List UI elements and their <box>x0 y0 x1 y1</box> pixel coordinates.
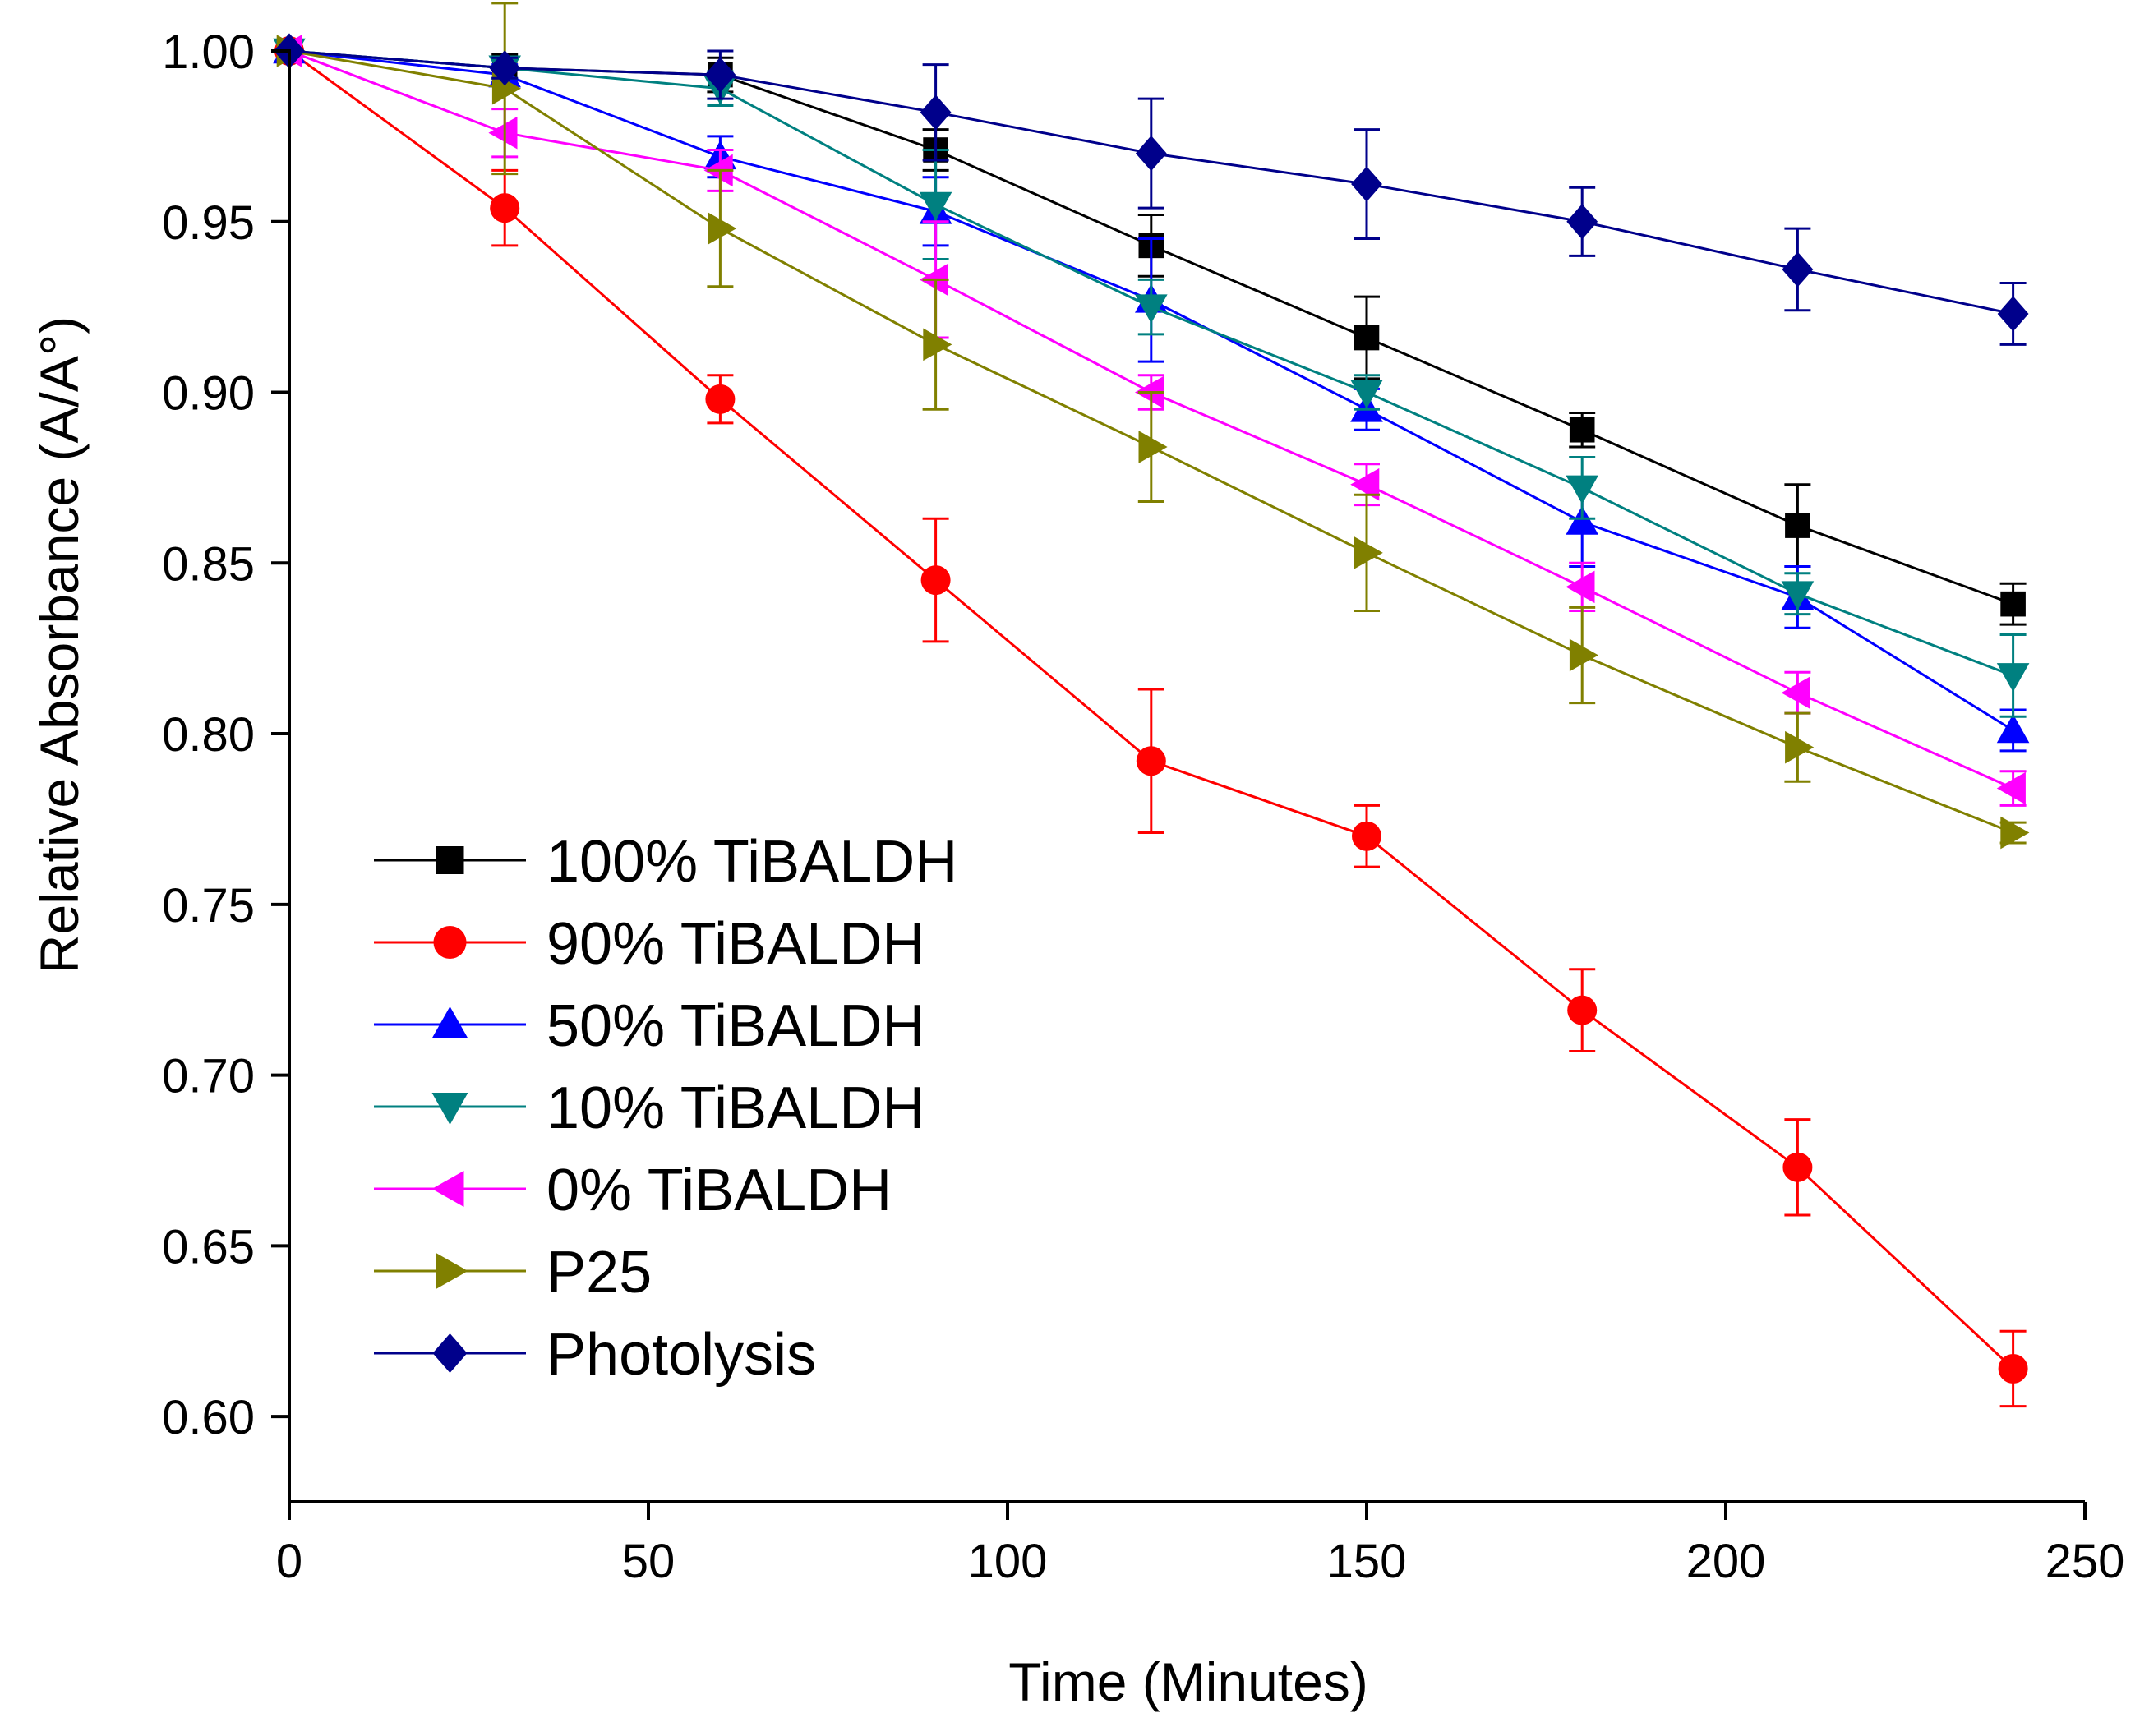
legend-marker <box>431 1171 464 1207</box>
data-point-p25 <box>2000 816 2030 850</box>
legend-label: 10% TiBALDH <box>546 1075 925 1141</box>
axes-layer: 0 50 100 150 200 250 0.60 0.65 0.70 0.75 0.80 0.85… <box>162 25 2124 1588</box>
data-point-0-tibaldh <box>1781 676 1810 709</box>
data-point-0-tibaldh <box>488 116 518 150</box>
legend-entry-photolysis: Photolysis <box>374 1322 816 1388</box>
series-90-tibaldh <box>274 36 2028 1408</box>
data-point-10-tibaldh <box>1566 475 1598 504</box>
data-point-10-tibaldh <box>1781 581 1815 610</box>
data-point-100-tibaldh <box>1785 513 1810 538</box>
data-point-photolysis <box>1782 251 1814 288</box>
series-layer <box>273 2 2030 1408</box>
data-point-p25 <box>708 212 737 245</box>
data-point-10-tibaldh <box>1135 294 1168 324</box>
data-point-100-tibaldh <box>1569 417 1595 443</box>
y-tick-label: 0.65 <box>162 1220 255 1273</box>
y-tick-label: 0.80 <box>162 708 255 762</box>
data-point-50-tibaldh <box>1566 505 1598 535</box>
data-point-photolysis <box>1566 204 1598 240</box>
data-point-90-tibaldh <box>705 384 736 414</box>
data-point-p25 <box>491 71 521 105</box>
data-point-90-tibaldh <box>490 193 520 223</box>
x-tick-label: 150 <box>1327 1535 1407 1588</box>
data-point-p25 <box>1785 730 1815 764</box>
data-point-photolysis <box>1997 296 2029 332</box>
y-tick-label: 0.60 <box>162 1391 255 1444</box>
y-ticks: 0.60 0.65 0.70 0.75 0.80 0.85 0.90 0.95 1.00 <box>162 25 289 1444</box>
legend-entry-90-tibaldh: 90% TiBALDH <box>374 911 925 977</box>
legend-entry-p25: P25 <box>374 1240 652 1305</box>
legend-entry-100-tibaldh: 100% TiBALDH <box>374 829 957 895</box>
legend: 100% TiBALDH 90% TiBALDH 50% TiBALDH 10% Ti… <box>374 829 957 1388</box>
legend-label: 0% TiBALDH <box>546 1158 892 1223</box>
y-tick-label: 0.70 <box>162 1050 255 1103</box>
data-point-90-tibaldh <box>920 565 951 596</box>
data-point-10-tibaldh <box>1996 663 2030 693</box>
data-point-100-tibaldh <box>2000 591 2026 617</box>
legend-marker <box>433 926 467 959</box>
x-tick-label: 200 <box>1686 1535 1766 1588</box>
data-point-0-tibaldh <box>1996 771 2026 805</box>
data-point-0-tibaldh <box>1566 570 1595 604</box>
data-point-90-tibaldh <box>1782 1152 1813 1182</box>
y-axis-title: Relative Absorbance (A/A°) <box>29 316 90 974</box>
x-tick-label: 100 <box>968 1535 1048 1588</box>
y-tick-label: 0.85 <box>162 537 255 591</box>
data-point-photolysis <box>1351 166 1382 202</box>
x-tick-label: 0 <box>276 1535 302 1588</box>
plot-area: 0 50 100 150 200 250 0.60 0.65 0.70 0.75 0.80 0.85… <box>162 2 2124 1588</box>
data-point-photolysis <box>920 94 952 131</box>
legend-marker <box>436 1253 468 1289</box>
legend-marker <box>436 846 464 874</box>
x-tick-label: 250 <box>2045 1535 2125 1588</box>
legend-entry-50-tibaldh: 50% TiBALDH <box>374 993 925 1059</box>
data-point-50-tibaldh <box>1996 714 2030 744</box>
legend-label: P25 <box>546 1240 652 1305</box>
data-point-100-tibaldh <box>1354 325 1380 351</box>
data-point-photolysis <box>489 50 521 86</box>
x-axis-title: Time (Minutes) <box>1008 1651 1368 1712</box>
data-point-p25 <box>923 328 952 361</box>
data-point-p25 <box>1354 536 1383 569</box>
data-point-0-tibaldh <box>1350 467 1380 501</box>
data-point-photolysis <box>704 57 736 93</box>
data-point-10-tibaldh <box>1350 380 1383 409</box>
y-tick-label: 0.90 <box>162 367 255 421</box>
legend-label: 50% TiBALDH <box>546 993 925 1059</box>
data-point-photolysis <box>1135 136 1167 172</box>
data-point-90-tibaldh <box>1998 1353 2028 1384</box>
data-point-p25 <box>1569 638 1598 672</box>
x-tick-label: 50 <box>622 1535 676 1588</box>
series-p25 <box>276 2 2030 850</box>
data-point-10-tibaldh <box>919 191 952 221</box>
y-tick-label: 0.95 <box>162 196 255 250</box>
data-point-p25 <box>1138 431 1168 463</box>
legend-entry-10-tibaldh: 10% TiBALDH <box>374 1075 925 1141</box>
legend-label: 90% TiBALDH <box>546 911 925 977</box>
legend-marker <box>432 1333 468 1373</box>
x-ticks: 0 50 100 150 200 250 <box>276 1502 2125 1588</box>
data-point-90-tibaldh <box>1567 995 1598 1025</box>
legend-label: 100% TiBALDH <box>546 829 957 895</box>
data-point-90-tibaldh <box>1136 746 1166 776</box>
y-tick-label: 0.75 <box>162 879 255 932</box>
legend-marker <box>431 1006 468 1038</box>
y-tick-label: 1.00 <box>162 25 255 79</box>
legend-entry-0-tibaldh: 0% TiBALDH <box>374 1158 892 1223</box>
legend-marker <box>431 1093 468 1125</box>
legend-label: Photolysis <box>546 1322 816 1388</box>
data-point-90-tibaldh <box>1352 821 1381 851</box>
